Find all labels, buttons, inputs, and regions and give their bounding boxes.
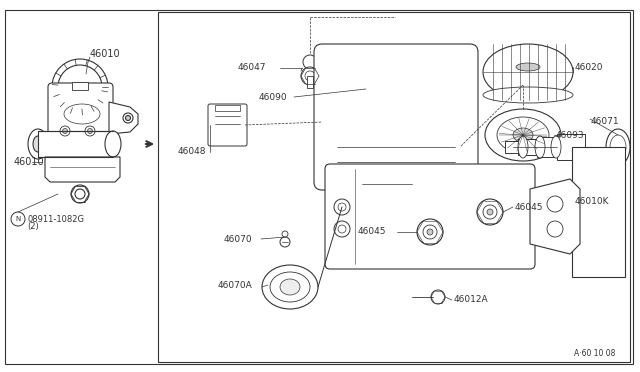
Ellipse shape [105,131,121,157]
Circle shape [58,65,102,109]
Polygon shape [45,157,120,182]
Circle shape [71,185,89,203]
Circle shape [483,205,497,219]
Bar [158,12,630,362]
Bar [557,134,585,160]
Polygon shape [530,179,580,254]
Text: 46045: 46045 [358,228,387,237]
Circle shape [431,290,445,304]
FancyBboxPatch shape [208,104,247,146]
Bar [518,139,537,155]
Ellipse shape [551,136,561,158]
Text: 46048: 46048 [178,148,207,157]
Ellipse shape [483,44,573,100]
Bar [215,105,240,111]
Circle shape [282,231,288,237]
Circle shape [52,59,108,115]
Circle shape [75,189,85,199]
Circle shape [88,128,93,134]
Circle shape [350,91,386,127]
Circle shape [344,85,392,133]
Ellipse shape [513,128,533,142]
Text: 46012A: 46012A [454,295,488,305]
Circle shape [427,229,433,235]
Text: 46090: 46090 [259,93,287,102]
Text: 46020: 46020 [575,62,604,71]
Ellipse shape [485,109,561,161]
Bar [505,141,518,153]
Circle shape [60,126,70,136]
Text: A·60 10 08: A·60 10 08 [573,350,615,359]
Ellipse shape [483,87,573,103]
Text: 46045: 46045 [515,202,543,212]
Circle shape [547,196,563,212]
Circle shape [85,126,95,136]
Circle shape [123,113,133,123]
Bar [307,76,313,88]
Circle shape [63,128,67,134]
Circle shape [303,55,317,69]
Text: 08911-1082G: 08911-1082G [27,215,84,224]
Text: 46010: 46010 [90,49,120,59]
Polygon shape [109,102,138,134]
Circle shape [334,221,350,237]
Ellipse shape [610,135,626,159]
Text: 46047: 46047 [238,64,266,73]
FancyBboxPatch shape [48,83,113,139]
Bar [38,131,113,157]
Circle shape [547,221,563,237]
Ellipse shape [606,129,630,165]
FancyBboxPatch shape [325,164,535,269]
Ellipse shape [497,117,549,153]
Ellipse shape [262,265,318,309]
Circle shape [338,225,346,233]
Text: 46070: 46070 [224,234,253,244]
Circle shape [305,71,315,81]
Circle shape [334,199,350,215]
Ellipse shape [28,129,48,159]
Text: 46010K: 46010K [575,198,609,206]
Ellipse shape [535,136,545,158]
Text: N: N [15,216,20,222]
Circle shape [417,219,443,245]
Ellipse shape [72,84,88,90]
Text: 46093: 46093 [556,131,584,140]
Circle shape [125,115,131,121]
Ellipse shape [280,279,300,295]
Circle shape [423,225,437,239]
Circle shape [338,203,346,211]
Bar [572,147,625,277]
FancyBboxPatch shape [314,44,478,190]
Ellipse shape [518,136,528,158]
Bar [537,137,557,157]
Text: 46070A: 46070A [218,280,253,289]
Bar [72,82,88,90]
Circle shape [358,99,378,119]
Ellipse shape [270,272,310,302]
Circle shape [477,199,503,225]
Ellipse shape [516,63,540,71]
Circle shape [11,212,25,226]
Circle shape [301,67,319,85]
Text: (2): (2) [27,222,39,231]
Circle shape [280,237,290,247]
Ellipse shape [64,104,100,124]
Text: 46071: 46071 [591,118,620,126]
Circle shape [487,209,493,215]
Ellipse shape [33,136,43,152]
Bar [362,180,412,202]
Text: 46010: 46010 [14,157,45,167]
